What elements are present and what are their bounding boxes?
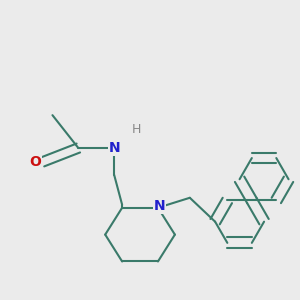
- Text: O: O: [29, 155, 41, 169]
- Text: H: H: [131, 123, 141, 136]
- Text: N: N: [108, 141, 120, 155]
- Text: N: N: [154, 199, 165, 213]
